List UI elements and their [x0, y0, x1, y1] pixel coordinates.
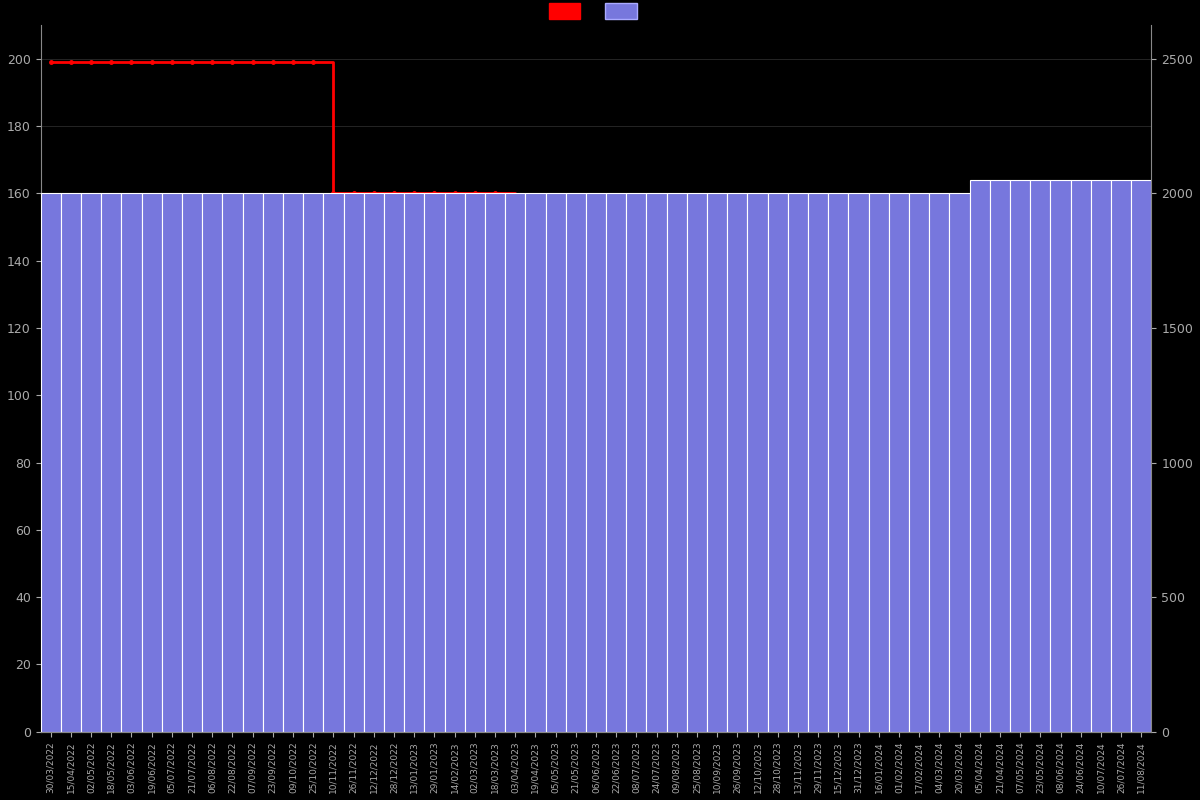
Bar: [464, 194, 485, 731]
Bar: [1070, 180, 1091, 731]
Bar: [425, 194, 444, 731]
Bar: [707, 194, 727, 731]
Bar: [384, 194, 404, 731]
Bar: [343, 194, 364, 731]
Bar: [101, 194, 121, 731]
Bar: [444, 194, 464, 731]
Bar: [41, 194, 61, 731]
Bar: [526, 194, 546, 731]
Bar: [1111, 180, 1132, 731]
Bar: [364, 194, 384, 731]
Bar: [606, 194, 626, 731]
Bar: [949, 194, 970, 731]
Bar: [929, 194, 949, 731]
Bar: [485, 194, 505, 731]
Bar: [768, 194, 788, 731]
Bar: [686, 194, 707, 731]
Bar: [848, 194, 869, 731]
Bar: [667, 194, 686, 731]
Bar: [1031, 180, 1050, 731]
Bar: [1010, 180, 1031, 731]
Bar: [546, 194, 565, 731]
Bar: [788, 194, 808, 731]
Bar: [1050, 180, 1070, 731]
Bar: [121, 194, 142, 731]
Bar: [565, 194, 586, 731]
Bar: [586, 194, 606, 731]
Bar: [202, 194, 222, 731]
Bar: [889, 194, 910, 731]
Bar: [869, 194, 889, 731]
Bar: [970, 180, 990, 731]
Bar: [808, 194, 828, 731]
Bar: [748, 194, 768, 731]
Bar: [182, 194, 202, 731]
Bar: [910, 194, 929, 731]
Bar: [142, 194, 162, 731]
Bar: [242, 194, 263, 731]
Bar: [80, 194, 101, 731]
Legend: , : ,: [550, 3, 643, 18]
Bar: [990, 180, 1010, 731]
Bar: [304, 194, 323, 731]
Bar: [1132, 180, 1152, 731]
Bar: [283, 194, 304, 731]
Bar: [647, 194, 667, 731]
Bar: [61, 194, 80, 731]
Bar: [727, 194, 748, 731]
Bar: [626, 194, 647, 731]
Bar: [404, 194, 425, 731]
Bar: [828, 194, 848, 731]
Bar: [323, 194, 343, 731]
Bar: [263, 194, 283, 731]
Bar: [162, 194, 182, 731]
Bar: [222, 194, 242, 731]
Bar: [1091, 180, 1111, 731]
Bar: [505, 194, 526, 731]
